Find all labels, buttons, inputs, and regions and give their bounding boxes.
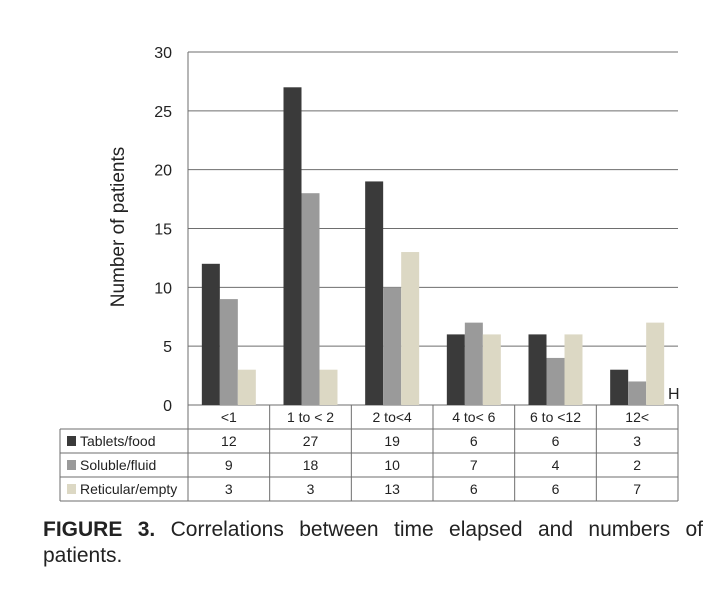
data-label: 6: [552, 481, 560, 497]
x-tick-label: 4 to< 6: [452, 409, 495, 425]
data-label: 7: [470, 457, 478, 473]
bar: [319, 369, 338, 405]
bar: [365, 181, 384, 405]
caption-label: FIGURE 3.: [43, 518, 156, 541]
legend-swatch: [67, 460, 76, 470]
x-tick-label: 2 to<4: [373, 409, 413, 425]
bar: [464, 322, 483, 405]
data-label: 9: [225, 457, 233, 473]
legend-swatch: [67, 484, 76, 494]
data-label: 3: [225, 481, 233, 497]
data-label: 4: [552, 457, 560, 473]
y-tick-label: 25: [154, 104, 172, 121]
bar: [528, 334, 547, 405]
data-label: 27: [303, 433, 319, 449]
bar: [301, 193, 320, 405]
x-tick-label: 1 to < 2: [287, 409, 334, 425]
legend-label: Reticular/empty: [80, 481, 177, 497]
legend-swatch: [67, 436, 76, 446]
data-label: 6: [470, 481, 478, 497]
data-label: 18: [303, 457, 319, 473]
chart: 0 5 10 15 20 25 30 Number of patients H <1 1 to…: [59, 45, 680, 502]
bar: [482, 334, 501, 405]
data-label: 12: [221, 433, 237, 449]
y-axis: 0 5 10 15 20 25 30: [154, 45, 189, 415]
bar: [383, 287, 402, 405]
data-label: 6: [552, 433, 560, 449]
bar: [646, 322, 665, 405]
data-label: 7: [633, 481, 641, 497]
data-label: 3: [633, 433, 641, 449]
data-label: 19: [384, 433, 400, 449]
y-tick-label: 5: [163, 339, 172, 356]
bar: [446, 334, 465, 405]
data-table: <1 1 to < 2 2 to<4 4 to< 6 6 to <12 12< Tablet…: [59, 405, 679, 502]
y-tick-label: 20: [154, 163, 172, 180]
bars: [201, 87, 665, 406]
bar: [546, 357, 565, 405]
bar: [219, 299, 238, 405]
figure-caption: FIGURE 3. Correlations between time elap…: [43, 517, 703, 569]
x-axis-unit-label: H: [668, 386, 680, 403]
y-tick-label: 30: [154, 45, 172, 62]
bar: [628, 381, 647, 405]
bar: [610, 369, 629, 405]
bar: [201, 263, 220, 405]
bar: [564, 334, 583, 405]
y-tick-label: 15: [154, 222, 172, 239]
legend-label: Soluble/fluid: [80, 457, 156, 473]
y-tick-label: 0: [163, 398, 172, 415]
x-tick-label: <1: [221, 409, 237, 425]
data-label: 10: [384, 457, 400, 473]
y-tick-label: 10: [154, 280, 172, 297]
caption-text: Correlations between time elapsed and nu…: [43, 518, 703, 567]
data-label: 2: [633, 457, 641, 473]
gridlines: [188, 51, 678, 406]
data-label: 6: [470, 433, 478, 449]
data-label: 13: [384, 481, 400, 497]
bar: [401, 252, 420, 405]
bar: [283, 87, 302, 406]
legend-label: Tablets/food: [80, 433, 156, 449]
y-axis-label: Number of patients: [108, 147, 129, 308]
x-tick-label: 12<: [625, 409, 649, 425]
data-label: 3: [307, 481, 315, 497]
bar: [237, 369, 256, 405]
x-tick-label: 6 to <12: [530, 409, 581, 425]
